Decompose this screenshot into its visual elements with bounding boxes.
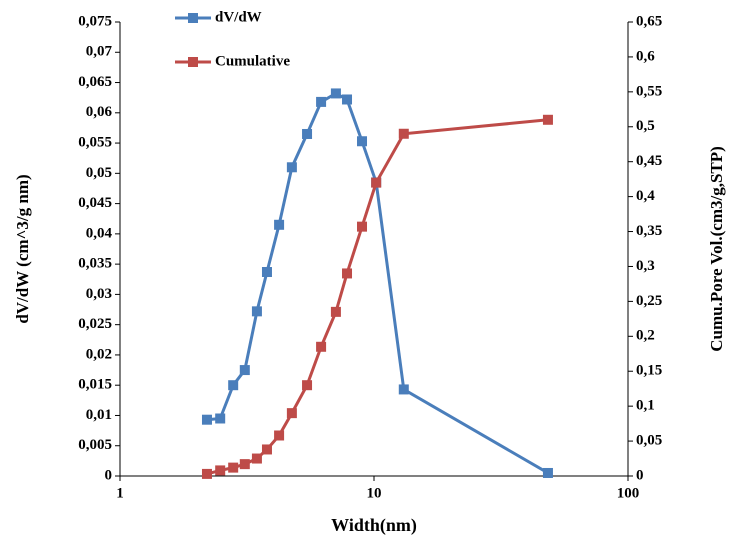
y2-tick-label: 0,4 [636, 188, 655, 204]
y-tick-label: 0,015 [78, 377, 112, 393]
y2-tick-label: 0,55 [636, 83, 662, 99]
data-point [342, 94, 353, 105]
y-tick-label: 0,055 [78, 135, 112, 151]
data-point [302, 380, 313, 391]
data-point [261, 267, 272, 278]
data-point [398, 128, 409, 139]
y2-tick-label: 0,45 [636, 153, 662, 169]
y-tick-label: 0,02 [86, 346, 112, 362]
y2-tick-label: 0,35 [636, 223, 662, 239]
y2-tick-label: 0,25 [636, 293, 662, 309]
y-tick-label: 0,025 [78, 316, 112, 332]
series-line [206, 91, 549, 475]
y-tick-label: 0 [105, 467, 113, 483]
data-point [261, 444, 272, 455]
y2-tick-label: 0,1 [636, 398, 655, 414]
data-point [357, 136, 368, 147]
legend-label: Cumulative [215, 53, 290, 69]
y-tick-label: 0,075 [78, 13, 112, 29]
y-tick-label: 0,005 [78, 437, 112, 453]
y2-tick-label: 0,15 [636, 363, 662, 379]
y-tick-label: 0,06 [86, 104, 113, 120]
series-line [206, 118, 549, 476]
y-tick-label: 0,05 [86, 165, 112, 181]
y-tick-label: 0,035 [78, 256, 112, 272]
y2-tick-label: 0,2 [636, 328, 655, 344]
y2-tick-label: 0,05 [636, 433, 662, 449]
y2-tick-label: 0 [636, 467, 644, 483]
y2-tick-label: 0,65 [636, 13, 662, 29]
data-point [274, 430, 285, 441]
data-point [316, 96, 327, 107]
data-point [398, 384, 409, 395]
legend-marker [188, 57, 198, 67]
y-tick-label: 0,01 [86, 407, 112, 423]
data-point [251, 453, 262, 464]
data-point [215, 465, 226, 476]
data-point [330, 306, 341, 317]
y-axis-title: dV/dW (cm^3/g nm) [13, 174, 32, 323]
data-point [239, 365, 250, 376]
x-axis-title: Width(nm) [331, 515, 417, 536]
data-point [330, 88, 341, 99]
y-tick-label: 0,07 [86, 44, 113, 60]
legend-label: dV/dW [215, 9, 262, 25]
y-tick-label: 0,04 [86, 225, 113, 241]
data-point [357, 221, 368, 232]
y2-tick-label: 0,6 [636, 48, 655, 64]
data-point [302, 128, 313, 139]
y2-tick-label: 0,3 [636, 258, 655, 274]
y-tick-label: 0,03 [86, 286, 112, 302]
x-tick-label: 10 [367, 485, 382, 501]
data-point [286, 162, 297, 173]
data-point [316, 341, 327, 352]
y2-tick-label: 0,5 [636, 118, 655, 134]
data-point [371, 177, 382, 188]
y-tick-label: 0,065 [78, 74, 112, 90]
data-point [201, 468, 212, 479]
data-point [251, 306, 262, 317]
data-point [542, 467, 553, 478]
data-point [274, 219, 285, 230]
data-point [342, 268, 353, 279]
data-point [286, 408, 297, 419]
x-tick-label: 100 [617, 485, 640, 501]
data-point [228, 380, 239, 391]
data-point [228, 462, 239, 473]
data-point [201, 414, 212, 425]
x-tick-label: 1 [116, 485, 124, 501]
y-tick-label: 0,045 [78, 195, 112, 211]
data-point [239, 459, 250, 470]
data-point [215, 413, 226, 424]
legend-marker [188, 13, 198, 23]
y2-axis-title: Cumu.Pore Vol.(cm3/g,STP) [707, 146, 726, 352]
data-point [542, 114, 553, 125]
